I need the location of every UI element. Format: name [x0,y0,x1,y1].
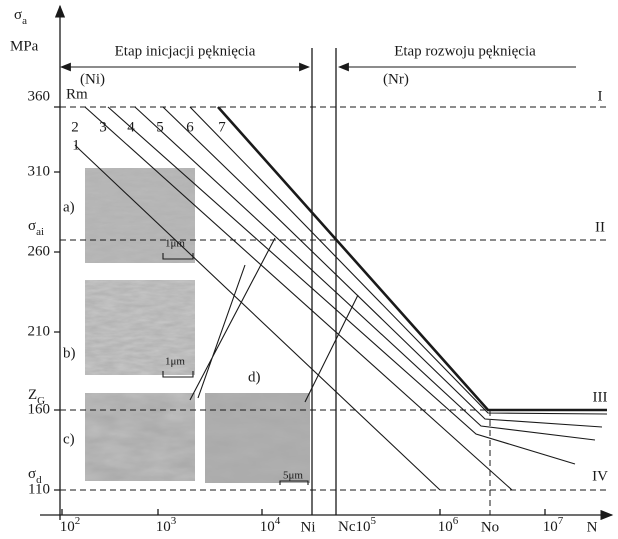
level-roman: III [593,389,608,405]
x-tick-label: 106 [438,515,459,536]
curve [189,106,608,415]
nc-label: Nc105 [338,515,377,536]
stage-symbol: (Ni) [80,71,105,87]
level-roman: IV [592,468,608,484]
n-lines [311,48,337,515]
curve [162,106,603,428]
photo-label: b) [63,345,76,361]
curve-label: 6 [186,119,194,135]
y-tick-label: 110 [28,481,50,497]
x-tick-label: 107 [543,515,564,536]
curve [84,106,513,491]
zg-label: ZG [28,387,45,406]
curve-label: 7 [218,119,226,135]
ni-label: Ni [301,519,316,535]
level-roman: I [598,88,603,104]
stage-symbol: (Nr) [383,71,409,87]
stage-title: Etap inicjacji pęknięcia [115,43,256,59]
curve-label: 1 [72,137,80,153]
x-axis-label: N [587,519,598,535]
curve-label: 3 [99,119,107,135]
photo-label: d) [248,369,261,385]
ticks [54,106,546,515]
curve [74,144,441,491]
no-label: No [481,519,499,535]
x-tick-label: 102 [60,515,81,536]
photo-a-texture [85,168,195,263]
pointer-lines [189,237,359,403]
curve-7 [217,106,607,412]
curve [134,106,596,441]
sd-label: σd [28,466,42,485]
rm-label: Rm [66,86,88,102]
x-tick-label: 104 [260,515,281,536]
y-tick-label: 260 [28,243,51,259]
scale-label: 1μm [165,238,185,250]
y-unit: MPa [10,38,39,54]
sai-label: σai [28,218,44,237]
level-roman: II [595,219,605,235]
photo-label: a) [63,199,75,215]
y-tick-label: 210 [28,323,51,339]
photo-c-texture [85,393,195,481]
labels: σa MPa 360 310 260 210 160 110 102 103 1… [10,7,608,535]
photos [85,168,310,485]
stage-title: Etap rozwoju pęknięcia [394,43,536,59]
scale-label: 1μm [165,356,185,368]
scale-label: 5μm [283,470,303,482]
curve [107,106,576,465]
y-symbol: σa [14,7,27,26]
x-tick-label: 103 [156,515,177,536]
curve-label: 4 [127,119,135,135]
y-tick-label: 310 [28,163,51,179]
y-tick-label: 160 [28,401,51,417]
photo-b-texture [85,280,195,375]
curves [74,106,608,491]
photo-label: c) [63,431,75,447]
photo-d-texture [205,393,310,483]
curve-label: 2 [71,119,79,135]
y-tick-label: 360 [28,88,51,104]
no-line [311,410,491,515]
curve-label: 5 [156,119,164,135]
